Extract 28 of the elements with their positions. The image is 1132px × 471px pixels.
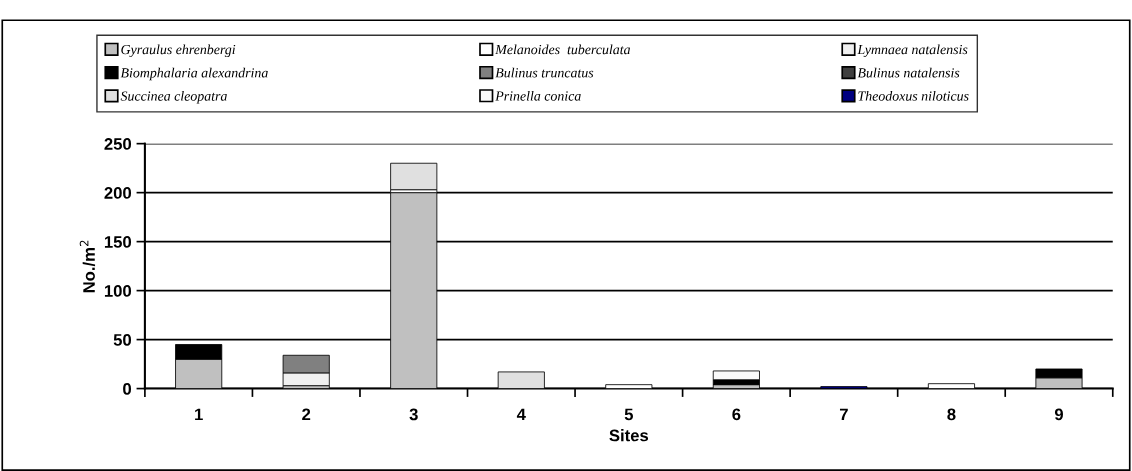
legend-label: Melanoides tuberculata (495, 44, 631, 55)
y-tick-label: 50 (113, 333, 132, 346)
x-tick-label: 7 (839, 408, 848, 421)
legend-label: Succinea cleopatra (120, 90, 227, 104)
legend-label: Biomphalaria alexandrina (120, 67, 268, 81)
x-tick-label: 2 (302, 408, 311, 421)
x-tick-label: 6 (732, 408, 741, 421)
y-tick-label: 0 (123, 382, 132, 395)
x-tick-label: 3 (409, 408, 418, 421)
legend-label: Bulinus natalensis (857, 67, 960, 78)
y-tick-label: 150 (104, 236, 132, 248)
bar (390, 162, 438, 191)
legend-label: Lymnaea natalensis (857, 44, 968, 58)
x-axis-title: Sites (609, 429, 649, 442)
y-tick-label: 200 (104, 187, 132, 199)
x-tick-label: 8 (947, 408, 956, 421)
y-tick-label: 250 (104, 138, 132, 150)
legend-label: Bulinus truncatus (495, 67, 594, 78)
legend-label: Prinella conica (495, 90, 581, 101)
legend-label: Gyraulus ehrenbergi (121, 44, 236, 58)
x-tick-label: 9 (1054, 408, 1063, 421)
x-tick-label: 4 (516, 408, 526, 421)
legend-label: Theodoxus niloticus (858, 90, 969, 101)
x-tick-label: 1 (195, 408, 203, 421)
y-axis-title: No./m$^{2}$ (79, 240, 96, 293)
x-tick-label: 5 (624, 408, 633, 421)
y-tick-label: 100 (104, 285, 132, 297)
bar (712, 370, 760, 381)
